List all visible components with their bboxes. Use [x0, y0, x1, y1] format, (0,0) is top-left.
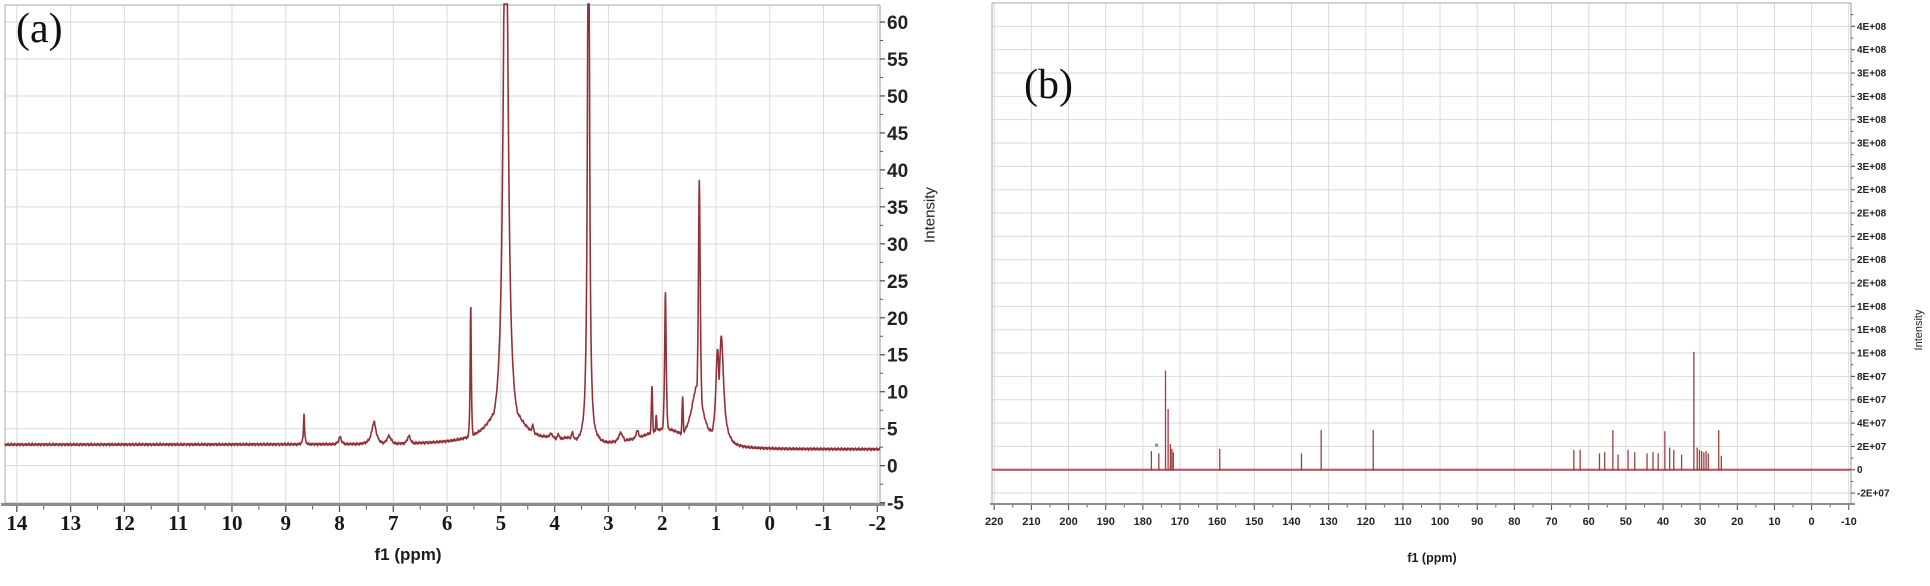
svg-text:6: 6 [442, 511, 453, 535]
svg-text:45: 45 [887, 124, 909, 145]
svg-text:40: 40 [887, 161, 908, 182]
panel-b-plot-frame [990, 2, 1855, 505]
panel-a-tick-labels: 14 13 12 11 10 9 8 7 6 5 4 3 2 1 0 -1 -26055504540353025… [6, 13, 908, 535]
svg-text:3E+08: 3E+08 [1857, 115, 1887, 126]
svg-text:20: 20 [887, 309, 908, 330]
panel-b-grid [992, 3, 1851, 503]
svg-text:100: 100 [1431, 516, 1449, 528]
svg-text:190: 190 [1097, 516, 1115, 528]
svg-text:25: 25 [887, 272, 909, 293]
svg-text:-5: -5 [887, 494, 904, 515]
panel-b-c13-spectrum [992, 351, 1851, 471]
svg-text:150: 150 [1245, 516, 1263, 528]
svg-text:10: 10 [887, 383, 908, 404]
svg-text:6E+07: 6E+07 [1857, 395, 1887, 406]
svg-text:2E+08: 2E+08 [1857, 185, 1887, 196]
svg-text:2E+08: 2E+08 [1857, 279, 1887, 290]
svg-text:160: 160 [1208, 516, 1226, 528]
svg-text:210: 210 [1022, 516, 1040, 528]
svg-text:15: 15 [887, 346, 909, 367]
svg-text:10: 10 [221, 511, 242, 535]
svg-text:1E+08: 1E+08 [1857, 302, 1887, 313]
svg-text:8E+07: 8E+07 [1857, 372, 1887, 383]
svg-text:120: 120 [1357, 516, 1375, 528]
svg-text:40: 40 [1657, 516, 1669, 528]
svg-text:2E+07: 2E+07 [1857, 442, 1887, 453]
svg-text:13: 13 [60, 511, 81, 535]
svg-text:5: 5 [496, 511, 507, 535]
svg-text:50: 50 [887, 87, 908, 108]
svg-text:0: 0 [1857, 465, 1863, 476]
svg-text:2E+08: 2E+08 [1857, 255, 1887, 266]
svg-text:220: 220 [985, 516, 1003, 528]
svg-text:4E+07: 4E+07 [1857, 419, 1887, 430]
svg-text:-1: -1 [815, 511, 833, 535]
h1-nmr-trace [4, 3, 881, 452]
panel-a-grid [5, 5, 880, 504]
svg-text:4: 4 [549, 511, 560, 535]
svg-text:0: 0 [765, 511, 776, 535]
panel-a-yaxis-title: Intensity [921, 187, 939, 243]
svg-text:130: 130 [1319, 516, 1337, 528]
panel-a-xaxis-title: f1 (ppm) [374, 545, 442, 564]
blue-peak-marker [1155, 443, 1159, 447]
svg-text:180: 180 [1134, 516, 1152, 528]
svg-text:3E+08: 3E+08 [1857, 92, 1887, 103]
svg-text:9: 9 [280, 511, 291, 535]
svg-text:30: 30 [887, 235, 908, 256]
svg-text:10: 10 [1768, 516, 1780, 528]
panel-b-axis-ticks [993, 14, 1855, 510]
svg-text:110: 110 [1394, 516, 1412, 528]
panel-b-tick-labels: 220 210 200 190 180 170 160 150 140 130 120 110 100 9… [985, 22, 1890, 528]
svg-text:2E+08: 2E+08 [1857, 232, 1887, 243]
svg-text:60: 60 [887, 13, 908, 34]
panel-b-xaxis-title: f1 (ppm) [1407, 551, 1457, 565]
svg-text:1E+08: 1E+08 [1857, 325, 1887, 336]
svg-text:3E+08: 3E+08 [1857, 162, 1887, 173]
svg-text:140: 140 [1282, 516, 1300, 528]
panel-b-yaxis-title: Intensity [1913, 309, 1925, 351]
svg-text:-2E+07: -2E+07 [1857, 489, 1890, 500]
svg-text:4E+08: 4E+08 [1857, 45, 1887, 56]
svg-text:-2: -2 [869, 511, 887, 535]
panel-b-corner-label: (b) [1024, 62, 1073, 108]
svg-text:4E+08: 4E+08 [1857, 22, 1887, 33]
svg-text:20: 20 [1731, 516, 1743, 528]
svg-text:14: 14 [6, 511, 28, 535]
panel-a-corner-label: (a) [16, 6, 63, 52]
svg-text:0: 0 [887, 457, 898, 478]
svg-text:7: 7 [388, 511, 399, 535]
svg-text:70: 70 [1545, 516, 1557, 528]
svg-text:30: 30 [1694, 516, 1706, 528]
svg-text:60: 60 [1583, 516, 1595, 528]
svg-text:170: 170 [1171, 516, 1189, 528]
svg-text:-10: -10 [1841, 516, 1857, 528]
svg-text:3: 3 [603, 511, 614, 535]
svg-text:50: 50 [1620, 516, 1632, 528]
panel-a-plot-frame [1, 4, 885, 506]
svg-text:2E+08: 2E+08 [1857, 209, 1887, 220]
svg-text:90: 90 [1471, 516, 1483, 528]
svg-text:3E+08: 3E+08 [1857, 139, 1887, 150]
svg-text:2: 2 [657, 511, 668, 535]
svg-text:1: 1 [711, 511, 722, 535]
svg-text:11: 11 [168, 511, 188, 535]
svg-text:80: 80 [1508, 516, 1520, 528]
svg-text:1E+08: 1E+08 [1857, 349, 1887, 360]
svg-text:55: 55 [887, 50, 909, 71]
svg-text:3E+08: 3E+08 [1857, 69, 1887, 80]
svg-text:12: 12 [114, 511, 135, 535]
panel-a-axis-ticks [16, 21, 885, 512]
svg-text:5: 5 [887, 420, 898, 441]
svg-text:0: 0 [1809, 516, 1815, 528]
svg-text:200: 200 [1059, 516, 1077, 528]
svg-text:8: 8 [334, 511, 345, 535]
svg-text:35: 35 [887, 198, 909, 219]
